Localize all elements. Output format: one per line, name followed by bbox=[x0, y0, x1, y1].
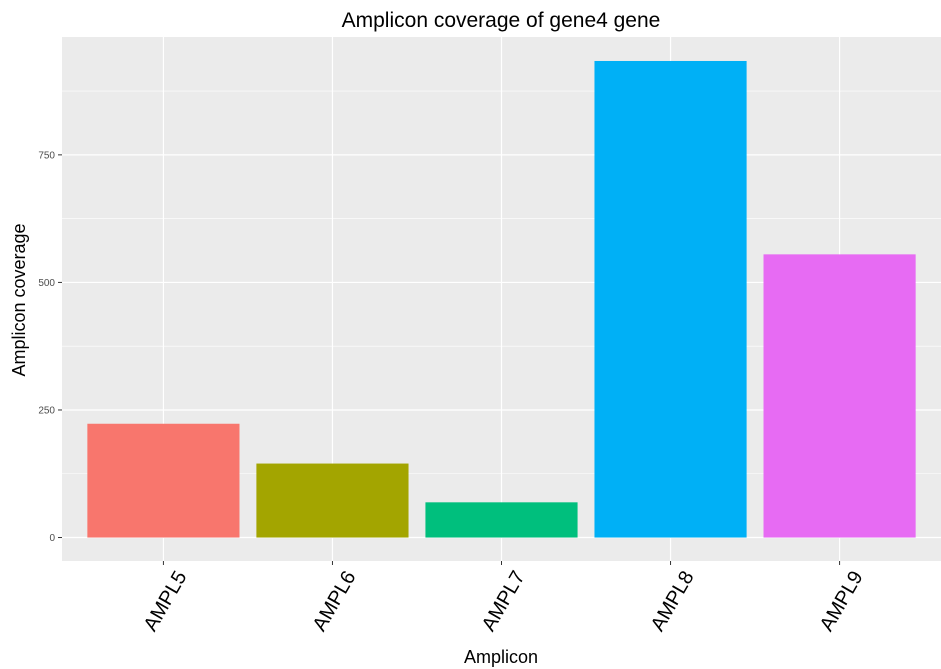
y-tick-label: 250 bbox=[38, 405, 55, 416]
bar bbox=[594, 60, 747, 538]
y-axis: 0 250 500 750 bbox=[38, 150, 62, 544]
y-axis-title: Amplicon coverage bbox=[9, 223, 29, 376]
x-tick-label: AMPL9 bbox=[816, 567, 868, 635]
bar bbox=[763, 254, 916, 538]
x-tick-label: AMPL8 bbox=[647, 567, 699, 635]
chart-title: Amplicon coverage of gene4 gene bbox=[342, 9, 661, 32]
y-tick-label: 0 bbox=[49, 533, 55, 544]
x-axis-title: Amplicon bbox=[464, 647, 538, 667]
y-tick-label: 750 bbox=[38, 150, 55, 161]
bar bbox=[425, 502, 578, 538]
x-tick-label: AMPL7 bbox=[478, 567, 530, 635]
bars bbox=[87, 60, 916, 538]
bar bbox=[87, 423, 240, 538]
y-tick-label: 500 bbox=[38, 278, 55, 289]
bar bbox=[256, 463, 409, 538]
x-tick-label: AMPL6 bbox=[309, 567, 361, 635]
x-axis: AMPL5 AMPL6 AMPL7 AMPL8 AMPL9 bbox=[140, 561, 868, 635]
x-tick-label: AMPL5 bbox=[140, 567, 192, 635]
